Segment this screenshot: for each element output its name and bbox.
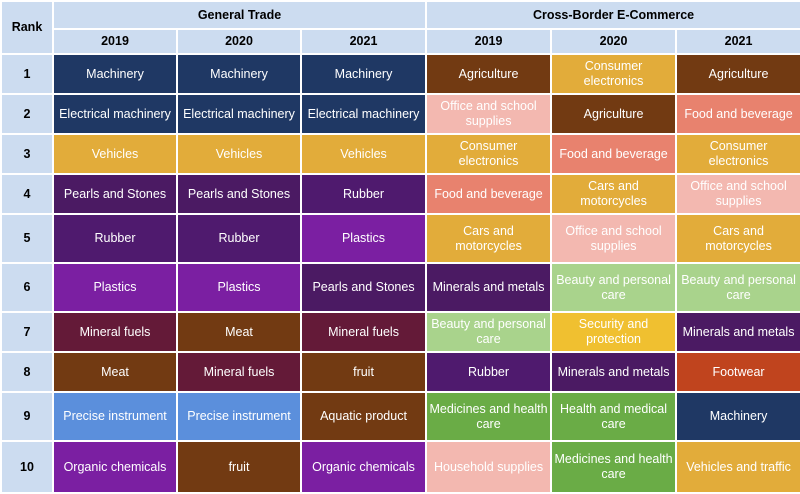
table-row: 3 Vehicles Vehicles Vehicles Consumer electr… bbox=[0, 133, 800, 175]
category-cell: Rubber bbox=[176, 213, 302, 264]
category-cell: Machinery bbox=[176, 53, 302, 95]
category-cell: Plastics bbox=[52, 262, 178, 313]
category-cell: Beauty and personal care bbox=[550, 262, 678, 313]
category-cell: Rubber bbox=[425, 351, 553, 393]
category-cell: Agriculture bbox=[550, 93, 678, 135]
category-cell: Cars and motorcycles bbox=[675, 213, 800, 264]
table-row: 10 Organic chemicals fruit Organic chemical… bbox=[0, 440, 800, 494]
year-header: 2020 bbox=[176, 28, 302, 55]
category-cell: Machinery bbox=[675, 391, 800, 442]
category-cell: Minerals and metals bbox=[550, 351, 678, 393]
category-cell: Health and medical care bbox=[550, 391, 678, 442]
table-body: 1 Machinery Machinery Machinery Agriculture C… bbox=[0, 53, 800, 494]
category-cell: Precise instrument bbox=[52, 391, 178, 442]
category-cell: Machinery bbox=[299, 53, 428, 95]
category-cell: Vehicles bbox=[176, 133, 302, 175]
category-cell: Plastics bbox=[176, 262, 302, 313]
category-cell: Footwear bbox=[675, 351, 800, 393]
category-cell: Consumer electronics bbox=[675, 133, 800, 175]
category-cell: Organic chemicals bbox=[299, 440, 428, 494]
table-row: 5 Rubber Rubber Plastics Cars and motorcycle… bbox=[0, 213, 800, 264]
category-cell: Beauty and personal care bbox=[425, 311, 553, 353]
category-cell: Medicines and health care bbox=[425, 391, 553, 442]
category-cell: Minerals and metals bbox=[425, 262, 553, 313]
rank-number: 2 bbox=[0, 93, 54, 135]
category-cell: Cars and motorcycles bbox=[550, 173, 678, 215]
table-row: 8 Meat Mineral fuels fruit Rubber Minerals an… bbox=[0, 351, 800, 393]
rank-number: 10 bbox=[0, 440, 54, 494]
category-cell: Organic chemicals bbox=[52, 440, 178, 494]
category-cell: Aquatic product bbox=[299, 391, 428, 442]
category-cell: Cars and motorcycles bbox=[425, 213, 553, 264]
category-cell: Food and beverage bbox=[675, 93, 800, 135]
category-cell: Vehicles and traffic bbox=[675, 440, 800, 494]
year-header: 2021 bbox=[299, 28, 428, 55]
category-cell: Precise instrument bbox=[176, 391, 302, 442]
category-cell: Mineral fuels bbox=[52, 311, 178, 353]
rank-header: Rank bbox=[0, 0, 54, 55]
year-header: 2019 bbox=[52, 28, 178, 55]
rank-number: 7 bbox=[0, 311, 54, 353]
category-cell: Food and beverage bbox=[425, 173, 553, 215]
category-cell: Mineral fuels bbox=[299, 311, 428, 353]
category-cell: Pearls and Stones bbox=[176, 173, 302, 215]
category-cell: Rubber bbox=[299, 173, 428, 215]
table-row: 6 Plastics Plastics Pearls and Stones Minera… bbox=[0, 262, 800, 313]
table-row: 1 Machinery Machinery Machinery Agriculture C… bbox=[0, 53, 800, 95]
category-cell: Rubber bbox=[52, 213, 178, 264]
rank-number: 4 bbox=[0, 173, 54, 215]
year-header: 2020 bbox=[550, 28, 678, 55]
category-cell: Vehicles bbox=[299, 133, 428, 175]
table-row: 4 Pearls and Stones Pearls and Stones Rubbe… bbox=[0, 173, 800, 215]
table-row: 2 Electrical machinery Electrical machiner… bbox=[0, 93, 800, 135]
category-cell: Electrical machinery bbox=[52, 93, 178, 135]
category-cell: fruit bbox=[176, 440, 302, 494]
category-cell: Office and school supplies bbox=[425, 93, 553, 135]
rank-number: 9 bbox=[0, 391, 54, 442]
category-cell: Pearls and Stones bbox=[299, 262, 428, 313]
category-cell: Office and school supplies bbox=[675, 173, 800, 215]
category-cell: Meat bbox=[176, 311, 302, 353]
table-row: 9 Precise instrument Precise instrument Aqu… bbox=[0, 391, 800, 442]
rank-number: 1 bbox=[0, 53, 54, 95]
category-cell: Minerals and metals bbox=[675, 311, 800, 353]
rank-number: 6 bbox=[0, 262, 54, 313]
category-cell: Meat bbox=[52, 351, 178, 393]
table-row: 7 Mineral fuels Meat Mineral fuels Beauty an… bbox=[0, 311, 800, 353]
category-cell: Food and beverage bbox=[550, 133, 678, 175]
year-header: 2019 bbox=[425, 28, 553, 55]
category-cell: Beauty and personal care bbox=[675, 262, 800, 313]
category-cell: Consumer electronics bbox=[550, 53, 678, 95]
rank-number: 8 bbox=[0, 351, 54, 393]
category-cell: Medicines and health care bbox=[550, 440, 678, 494]
category-cell: Household supplies bbox=[425, 440, 553, 494]
cross-border-ecommerce-header: Cross-Border E-Commerce bbox=[425, 0, 800, 30]
category-cell: Security and protection bbox=[550, 311, 678, 353]
category-cell: fruit bbox=[299, 351, 428, 393]
category-cell: Vehicles bbox=[52, 133, 178, 175]
category-cell: Electrical machinery bbox=[299, 93, 428, 135]
category-cell: Plastics bbox=[299, 213, 428, 264]
category-cell: Machinery bbox=[52, 53, 178, 95]
category-cell: Consumer electronics bbox=[425, 133, 553, 175]
category-cell: Agriculture bbox=[675, 53, 800, 95]
category-cell: Electrical machinery bbox=[176, 93, 302, 135]
year-header: 2021 bbox=[675, 28, 800, 55]
category-cell: Agriculture bbox=[425, 53, 553, 95]
rank-number: 5 bbox=[0, 213, 54, 264]
category-cell: Office and school supplies bbox=[550, 213, 678, 264]
general-trade-header: General Trade bbox=[51, 0, 428, 30]
category-cell: Pearls and Stones bbox=[52, 173, 178, 215]
rank-number: 3 bbox=[0, 133, 54, 175]
category-cell: Mineral fuels bbox=[176, 351, 302, 393]
